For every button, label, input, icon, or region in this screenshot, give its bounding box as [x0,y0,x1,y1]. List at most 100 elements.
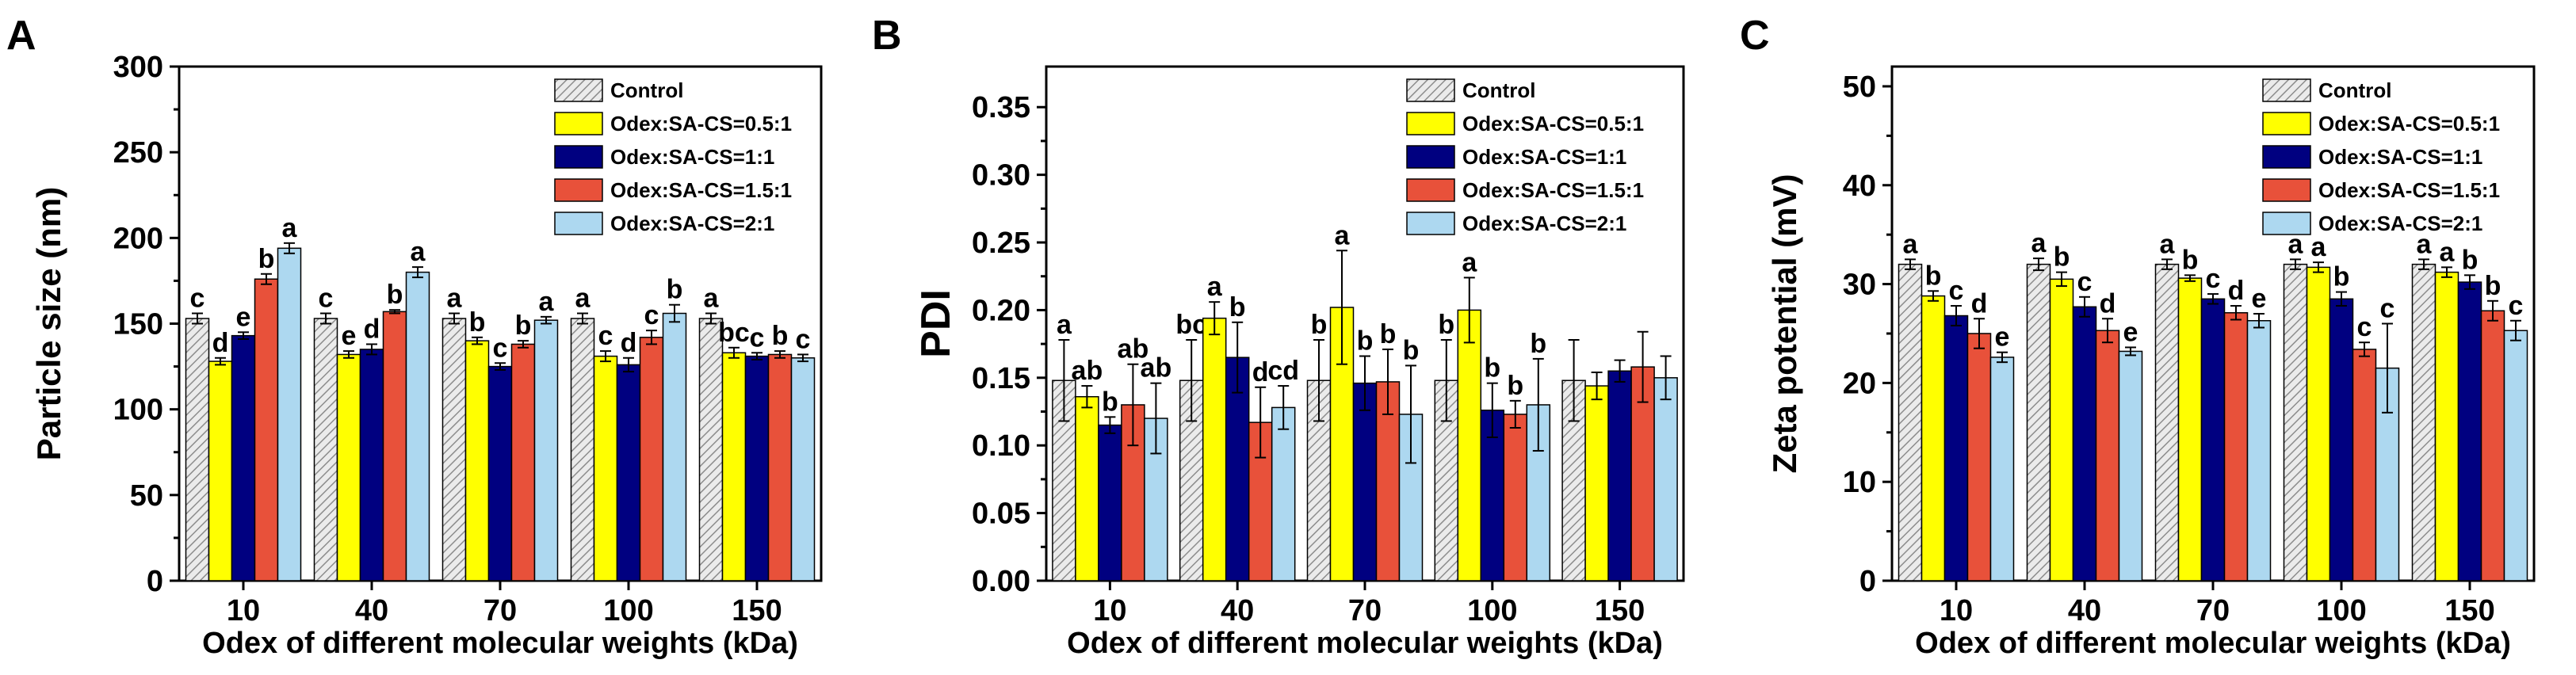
bar-C-150-s2 [2457,281,2482,582]
significance-letter: b [2485,271,2501,301]
bar-A-70-s4 [533,319,559,582]
significance-letter: a [2440,237,2456,267]
legend-label-4: Odex:SA-CS=2:1 [1462,212,1626,235]
x-tick-label: 10 [1940,594,1973,627]
bar-C-150-s1 [2434,271,2459,582]
significance-letter: b [1229,292,1246,322]
significance-letter: ab [1118,334,1149,364]
bar-C-40-s0 [2026,263,2051,582]
x-tick-label: 150 [1595,594,1645,627]
y-tick-label: 20 [1843,367,1876,400]
legend-swatch-0 [2262,78,2311,102]
bar-C-100-s2 [2329,298,2354,582]
y-tick-label: 40 [1843,170,1876,203]
significance-letter: a [411,237,426,267]
significance-letter: a [1057,310,1072,340]
y-tick-label: 150 [113,308,163,341]
significance-letter: a [704,284,720,314]
legend-swatch-4 [2262,212,2311,235]
significance-letter: b [469,307,486,338]
y-tick-label: 0.05 [972,498,1030,531]
legend-swatch-0 [554,78,603,102]
bar-A-40-s4 [405,271,430,582]
y-tick-label: 0 [147,565,163,598]
significance-letter: e [236,302,251,332]
bar-B-40-s4 [1271,406,1296,582]
significance-letter: b [515,311,532,341]
x-tick-label: 100 [2316,594,2366,627]
x-tick-label: 100 [1467,594,1517,627]
significance-letter: c [493,333,508,363]
bar-A-10-s1 [208,360,233,582]
significance-letter: b [667,275,683,305]
x-tick-label: 150 [2444,594,2494,627]
significance-letter: b [1438,310,1454,340]
bar-C-150-s3 [2480,310,2505,582]
bar-B-150-s2 [1607,370,1632,582]
legend-swatch-3 [554,178,603,202]
legend-label-0: Control [610,78,683,102]
panel-A: A 0 50 100 150 200 250 300 Particle size (nm) Ode… [6,13,823,660]
y-axis-label: PDI [913,289,959,358]
bar-C-10-s3 [1966,333,1992,582]
significance-letter: b [772,321,789,351]
y-tick-label: 300 [113,51,163,84]
y-tick-label: 10 [1843,466,1876,499]
significance-letter: c [2077,267,2093,297]
x-tick-label: 70 [1348,594,1382,627]
legend-label-4: Odex:SA-CS=2:1 [2318,212,2482,235]
y-tick-label: 30 [1843,269,1876,302]
significance-letter: c [319,284,334,314]
significance-letter: a [539,287,555,317]
significance-letter: b [1311,310,1328,340]
bar-C-100-s0 [2283,263,2308,582]
significance-letter: a [447,284,463,314]
significance-letter: a [1462,247,1477,277]
significance-letter: b [2462,245,2479,275]
bar-A-10-s3 [254,278,279,582]
significance-letter: c [2206,264,2221,294]
bar-B-150-s1 [1584,385,1609,582]
significance-letter: a [575,284,591,314]
legend: Control Odex:SA-CS=0.5:1 Odex:SA-CS=1:1 Ode… [2262,78,2500,235]
legend-swatch-1 [1406,112,1455,135]
significance-letter: a [2311,232,2327,262]
bar-C-10-s2 [1943,315,1969,582]
legend-label-0: Control [1462,78,1535,102]
significance-letter: d [1971,288,1988,318]
bar-B-10-s2 [1098,424,1122,582]
legend-label-2: Odex:SA-CS=1:1 [2318,145,2482,169]
bar-B-40-s1 [1202,317,1227,582]
bar-C-70-s4 [2246,320,2272,582]
bar-A-70-s3 [510,343,536,582]
legend-label-3: Odex:SA-CS=1.5:1 [1462,178,1644,202]
bar-A-150-s4 [790,357,816,582]
legend-swatch-2 [1406,145,1455,169]
bar-C-10-s1 [1921,295,1946,582]
x-tick-label: 150 [732,594,782,627]
bar-A-100-s4 [662,312,687,582]
bar-A-150-s3 [767,353,793,582]
legend-label-2: Odex:SA-CS=1:1 [610,145,774,169]
legend-label-1: Odex:SA-CS=0.5:1 [610,112,792,135]
significance-letter: a [1335,220,1351,250]
bar-C-100-s3 [2352,349,2377,582]
bar-C-70-s2 [2200,298,2226,582]
significance-letter: cd [1267,356,1299,386]
significance-letter: c [2509,291,2524,321]
significance-letter: b [2054,242,2070,273]
y-tick-label: 200 [113,222,163,255]
y-tick-label: 0.20 [972,294,1030,327]
x-axis-label: Odex of different molecular weights (kDa… [1915,627,2511,660]
significance-letter: b [1925,261,1942,291]
significance-letter: c [796,324,811,354]
bar-C-40-s2 [2072,306,2097,582]
y-tick-label: 0.00 [972,565,1030,598]
significance-letter: b [1357,326,1374,356]
significance-letter: d [2228,276,2245,306]
y-tick-label: 0 [1859,565,1876,598]
bar-A-100-s1 [593,355,618,582]
significance-letter: c [2357,312,2372,342]
y-tick-label: 0.10 [972,429,1030,463]
